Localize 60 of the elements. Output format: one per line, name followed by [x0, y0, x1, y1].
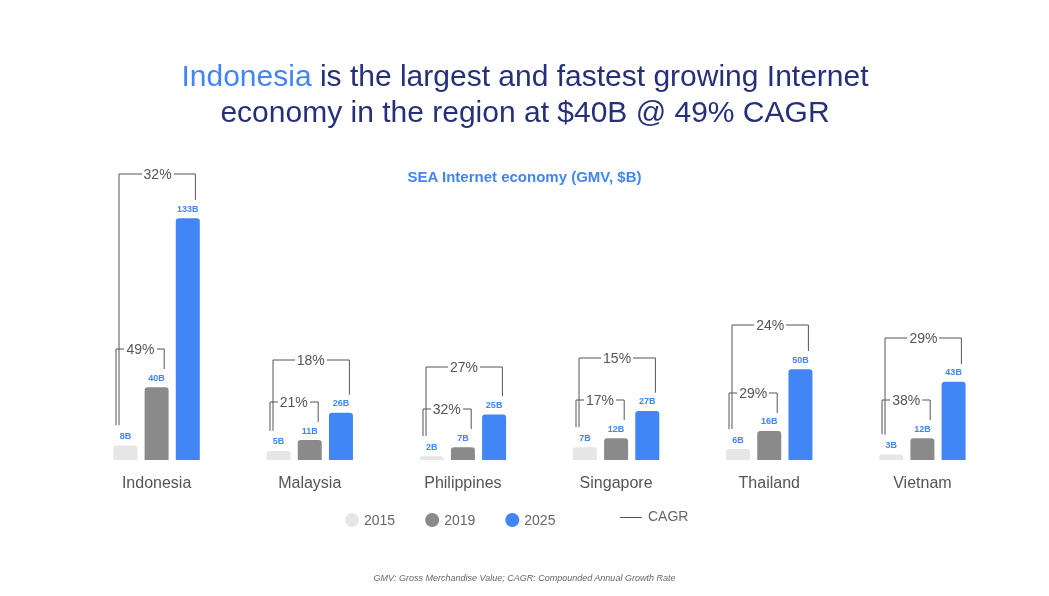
data-label: 5B	[272, 436, 285, 447]
data-label: 12B	[914, 423, 932, 434]
annotation: 15%	[601, 350, 634, 367]
annotation: 49%	[124, 341, 157, 358]
data-label: 50B	[792, 354, 810, 365]
annotation: 29%	[737, 384, 770, 401]
data-label: 6B	[732, 434, 745, 445]
bar	[482, 414, 507, 460]
data-label: 26B	[332, 398, 350, 409]
text: GMV: Gross Merchandise Value; CAGR: Compounded Annual Growth Rate	[372, 573, 677, 583]
annotation: 27%	[447, 359, 480, 376]
data-label: 12B	[607, 423, 625, 434]
bar	[113, 445, 138, 460]
bar	[879, 454, 904, 460]
bar	[788, 369, 813, 460]
bar	[635, 410, 660, 460]
data-label: 40B	[148, 372, 166, 383]
data-label: 133B	[177, 203, 200, 214]
chart-title: Indonesia is the largest and fastest growing Internet economy in the region at $40B @ 49% CAGR	[180, 58, 870, 130]
x-tick-label: Singapore	[579, 473, 653, 491]
bar	[266, 450, 291, 460]
annotation: 29%	[907, 329, 940, 346]
bar	[572, 447, 597, 460]
data-label: 8B	[119, 430, 132, 441]
legend-label: 2015	[364, 512, 396, 528]
data-label: 2B	[425, 441, 438, 452]
x-tick-label: Malaysia	[278, 473, 342, 491]
bar	[297, 440, 322, 460]
data-label: 11B	[301, 425, 319, 436]
chart-subtitle: SEA Internet economy (GMV, $B)	[407, 168, 642, 185]
bar	[941, 381, 966, 460]
bar	[144, 387, 169, 460]
annotation: 38%	[890, 392, 923, 409]
bar	[175, 218, 200, 460]
bar	[328, 412, 353, 460]
x-tick-label: Philippines	[424, 473, 502, 491]
data-label: 16B	[760, 416, 778, 427]
data-label: 7B	[457, 432, 470, 443]
annotation: 18%	[294, 352, 327, 368]
bar	[910, 438, 935, 460]
x-tick-label: Vietnam	[893, 473, 952, 491]
data-label: 3B	[885, 440, 898, 451]
bar	[450, 447, 475, 460]
x-tick-label: Thailand	[738, 473, 800, 491]
bar	[604, 438, 629, 460]
annotation: 21%	[277, 394, 310, 410]
data-label: 25B	[485, 400, 503, 411]
data-label: 27B	[639, 396, 657, 407]
legend-label: 2019	[444, 512, 476, 528]
annotation: 24%	[754, 317, 787, 334]
data-label: 7B	[579, 432, 592, 443]
bar	[726, 449, 751, 460]
text: 32%	[141, 166, 174, 183]
annotation: 32%	[430, 401, 463, 418]
text: CAGR	[647, 508, 689, 524]
x-tick-label: Indonesia	[121, 473, 192, 491]
legend-label: 2025	[524, 512, 556, 528]
bar	[757, 430, 782, 460]
data-label: 43B	[945, 367, 963, 378]
annotation: 17%	[583, 392, 616, 409]
